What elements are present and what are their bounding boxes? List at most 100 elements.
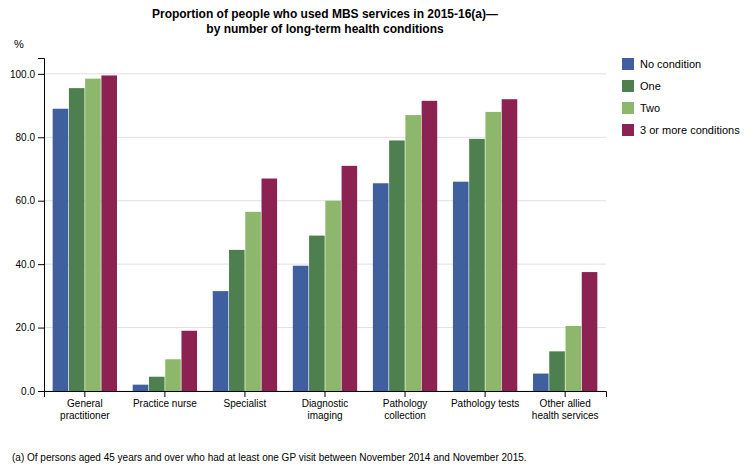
x-tick-mark (405, 391, 406, 397)
legend-label: Two (640, 102, 660, 114)
x-tick-mark (485, 391, 486, 397)
legend-swatch (622, 102, 634, 114)
chart: 0.0 20.0 40.0 60.0 80.0 100.0 Generalpractitio… (0, 0, 756, 471)
bar (309, 236, 325, 391)
x-axis-line (45, 392, 607, 398)
plot: 0.0 20.0 40.0 60.0 80.0 100.0 Generalpractitio… (10, 59, 607, 421)
x-tick-label-line: Specialist (224, 398, 267, 409)
x-tick: Diagnosticimaging (302, 391, 349, 421)
x-tick-label-line: health services (532, 410, 599, 421)
bar (565, 326, 581, 391)
legend-swatch (622, 80, 634, 92)
legend-swatch (622, 58, 634, 70)
legend-label: One (640, 80, 661, 92)
bar (582, 272, 598, 391)
x-tick-label: Practice nurse (133, 398, 197, 409)
x-tick: Practice nurse (133, 391, 197, 409)
legend-item: 3 or more conditions (622, 124, 740, 136)
title: Proportion of people who used MBS servic… (152, 7, 498, 36)
grid (44, 74, 606, 391)
y-tick-label: 0.0 (21, 386, 35, 397)
bar (422, 101, 438, 391)
y-axis-line (38, 59, 45, 392)
x-tick-mark (164, 391, 165, 397)
bar (101, 75, 117, 391)
grid-line (44, 73, 606, 74)
y-tick: 40.0 (16, 259, 44, 270)
y-tick-label: 100.0 (10, 69, 35, 80)
x-tick-mark (84, 391, 85, 397)
bar (85, 79, 101, 391)
grid-line (44, 137, 606, 138)
y-tick-label: 80.0 (16, 132, 36, 143)
x-tick-mark (325, 391, 326, 397)
bar (165, 359, 181, 391)
title-line: by number of long-term health conditions (206, 22, 444, 36)
y-tick: 80.0 (16, 132, 44, 143)
legend-swatch (622, 124, 634, 136)
bar (149, 377, 165, 391)
bar-series (53, 109, 549, 391)
x-tick-label: Other alliedhealth services (532, 398, 599, 421)
legend-item: No condition (622, 58, 701, 70)
x-tick-label-line: collection (384, 410, 426, 421)
y-tick-mark (38, 74, 44, 75)
bar-series (101, 75, 597, 391)
y-tick: 20.0 (16, 322, 44, 333)
x-tick-mark (565, 391, 566, 397)
grid-line (44, 327, 606, 328)
legend-label: No condition (640, 58, 701, 70)
x-tick-label: Pathologycollection (383, 398, 427, 421)
grid-line (44, 264, 606, 265)
x-tick-label-line: Other allied (540, 398, 591, 409)
x-axis: Generalpractitioner Practice nurse Special… (45, 391, 607, 421)
bar (373, 183, 389, 391)
bar-series (69, 88, 565, 391)
bar (453, 182, 469, 391)
bar (549, 351, 565, 391)
bar (133, 385, 149, 391)
x-tick-label: Diagnosticimaging (302, 398, 349, 421)
y-tick-label: 20.0 (16, 322, 36, 333)
y-tick: 0.0 (21, 386, 44, 397)
x-tick: Other alliedhealth services (532, 391, 599, 421)
x-tick: Pathology tests (451, 391, 519, 409)
grid-line (44, 200, 606, 201)
y-tick-mark (38, 137, 44, 138)
bar (389, 140, 405, 391)
x-tick-label-line: Pathology tests (451, 398, 519, 409)
y-tick-label: 60.0 (16, 195, 36, 206)
bar (533, 374, 549, 391)
bar (262, 179, 278, 391)
x-tick-label: Generalpractitioner (60, 398, 110, 421)
bar (53, 109, 69, 391)
y-tick-label: 40.0 (16, 259, 36, 270)
y-axis: 0.0 20.0 40.0 60.0 80.0 100.0 (10, 59, 45, 397)
x-tick-mark (244, 391, 245, 397)
legend-item: One (622, 80, 661, 92)
x-tick-label-line: imaging (307, 410, 342, 421)
bar (342, 166, 358, 391)
bar (502, 99, 518, 391)
legend: No condition One Two 3 or more conditions (622, 58, 740, 136)
x-tick-label-line: practitioner (60, 410, 110, 421)
y-tick: 60.0 (16, 195, 44, 206)
x-tick-label-line: Pathology (383, 398, 427, 409)
y-tick-mark (38, 201, 44, 202)
bar (325, 201, 341, 391)
y-tick-mark (38, 264, 44, 265)
x-tick: Specialist (224, 391, 267, 409)
bar (181, 331, 197, 391)
x-tick-label-line: Practice nurse (133, 398, 197, 409)
bar (469, 139, 485, 391)
x-tick-label-line: Diagnostic (302, 398, 349, 409)
bar (69, 88, 85, 391)
x-tick-label-line: General (67, 398, 103, 409)
legend-item: Two (622, 102, 660, 114)
x-tick: Pathologycollection (383, 391, 427, 421)
bar (293, 266, 309, 391)
y-axis-title: % (14, 38, 24, 50)
footnote: (a) Of persons aged 45 years and over wh… (12, 452, 527, 463)
x-tick-label: Specialist (224, 398, 267, 409)
bar (245, 212, 261, 391)
